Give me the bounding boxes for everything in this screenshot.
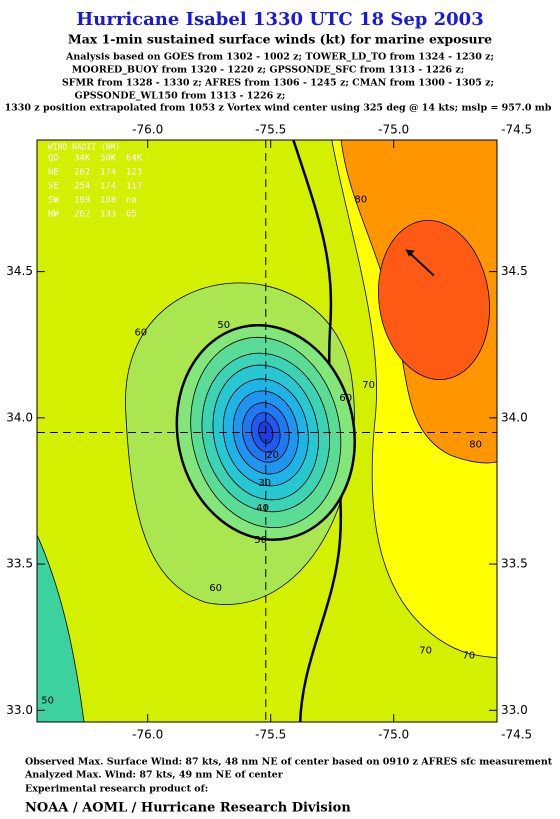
y-tick-label: 34.5 <box>501 264 528 278</box>
x-tick-label: -75.0 <box>378 123 409 137</box>
contour-label: 40 <box>256 503 269 514</box>
subtitle: Max 1-min sustained surface winds (kt) f… <box>68 32 492 47</box>
plot: 80 80 70 70 70 60 60 60 50 50 50 40 30 20 WIND RADII (… <box>37 140 497 722</box>
contour-label: 50 <box>254 535 267 546</box>
x-tick-label: -75.5 <box>255 123 286 137</box>
wind-radii-header: 64K <box>126 154 143 164</box>
analysis-line: Analysis based on GOES from 1302 - 1002 … <box>65 52 494 63</box>
wind-radii-cell: SE <box>48 182 59 192</box>
wind-radii-cell: SW <box>48 196 59 206</box>
y-tick-label: 34.0 <box>6 410 33 424</box>
wind-radii-header: 34K <box>74 154 91 164</box>
y-tick-label: 33.0 <box>501 703 528 717</box>
wind-radii-cell: 262 <box>74 168 90 178</box>
wind-radii-cell: 117 <box>126 182 142 192</box>
wind-radii-title: WIND RADII (NM) <box>48 143 120 152</box>
analysis-line: GPSSONDE_WL150 from 1313 - 1226 z; <box>75 91 286 102</box>
wind-radii-cell: 108 <box>100 196 116 206</box>
analysis-line: MOORED_BUOY from 1320 - 1220 z; GPSSONDE… <box>72 65 464 76</box>
contour-label: 60 <box>339 393 352 404</box>
contour-label: 50 <box>41 695 54 706</box>
footer-line: Analyzed Max. Wind: 87 kts, 49 nm NE of … <box>24 770 284 781</box>
wind-radii-header: 50K <box>100 154 117 164</box>
organization: NOAA / AOML / Hurricane Research Divisio… <box>25 801 351 816</box>
footer-line: Experimental research product of: <box>25 784 208 795</box>
plot-frame <box>36 139 498 723</box>
wind-radii-header: QD <box>48 154 59 164</box>
contour-label: 70 <box>419 645 432 656</box>
contour-label: 80 <box>469 440 482 451</box>
contour-label: 80 <box>354 194 367 205</box>
wind-radii-cell: 174 <box>100 168 116 178</box>
position-note: 1330 z position extrapolated from 1053 z… <box>5 103 552 114</box>
contour-label: 20 <box>266 450 279 461</box>
contour-label: 60 <box>134 328 147 339</box>
wind-radii-cell: 262 <box>74 210 90 220</box>
x-tick-label: -75.5 <box>255 728 286 742</box>
contour-label: 70 <box>462 650 475 661</box>
y-tick-label: 33.0 <box>6 703 33 717</box>
wind-radii-cell: 133 <box>100 210 116 220</box>
arrow-head <box>405 249 415 257</box>
contour-label: 50 <box>217 320 230 331</box>
wind-radii-cell: 189 <box>74 196 90 206</box>
chart-title: Hurricane Isabel 1330 UTC 18 Sep 2003 <box>76 9 483 30</box>
x-tick-label: -76.0 <box>132 123 163 137</box>
wind-radii-cell: NW <box>48 210 59 220</box>
wind-radii-cell: NE <box>48 168 59 178</box>
analysis-line: SFMR from 1328 - 1330 z; AFRES from 1306… <box>62 78 494 89</box>
footer-line: Observed Max. Surface Wind: 87 kts, 48 n… <box>25 757 553 768</box>
x-tick-label: -76.0 <box>132 728 163 742</box>
y-tick-label: 33.5 <box>501 557 528 571</box>
y-tick-label: 34.5 <box>6 264 33 278</box>
contour-label: 60 <box>209 583 222 594</box>
wind-radii-cell: 65 <box>126 210 137 220</box>
y-tick-label: 34.0 <box>501 410 528 424</box>
x-tick-label: -74.5 <box>501 123 532 137</box>
y-tick-label: 33.5 <box>6 557 33 571</box>
contour-label: 30 <box>258 478 271 489</box>
x-tick-label: -75.0 <box>378 728 409 742</box>
wind-radii-cell: 254 <box>74 182 90 192</box>
wind-radii-cell: 174 <box>100 182 116 192</box>
contour-label: 70 <box>362 380 375 391</box>
x-tick-label: -74.5 <box>501 728 532 742</box>
contour-fill <box>378 220 490 380</box>
wind-radii-cell: 123 <box>126 168 142 178</box>
wind-radii-cell: na <box>126 196 137 206</box>
contour-fill <box>37 533 85 722</box>
